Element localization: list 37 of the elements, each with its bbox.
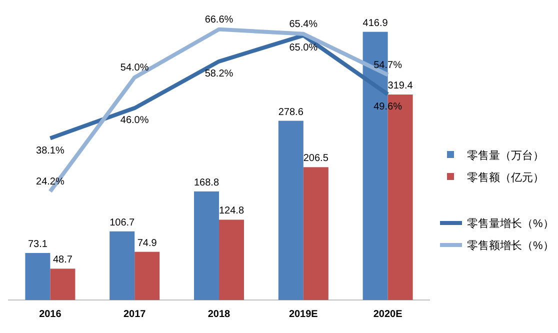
bar <box>25 252 50 300</box>
data-label: 65.4% <box>289 18 318 30</box>
legend-label: 零售额增长（%） <box>467 239 554 252</box>
data-label: 416.9 <box>362 18 388 29</box>
data-label: 206.5 <box>303 153 329 164</box>
data-label: 73.1 <box>28 238 48 250</box>
legend-label: 零售量增长（%） <box>467 217 554 230</box>
data-label: 319.4 <box>388 80 414 92</box>
bar <box>134 252 160 300</box>
bar <box>219 220 244 300</box>
data-label: 58.2% <box>204 68 234 80</box>
data-label: 38.1% <box>36 145 64 156</box>
data-label: 46.0% <box>120 115 149 126</box>
bar <box>50 268 76 300</box>
bar <box>303 167 328 300</box>
x-tick-label: 2019E <box>288 309 318 320</box>
data-label: 66.6% <box>204 14 234 26</box>
data-label: 65.0% <box>289 42 318 54</box>
data-label: 106.7 <box>110 217 136 228</box>
data-label: 278.6 <box>278 106 304 118</box>
bar <box>278 120 304 300</box>
x-tick-label: 2020E <box>373 309 403 320</box>
x-tick-label: 2016 <box>39 309 62 320</box>
legend-label: 零售额（亿元） <box>467 171 544 184</box>
bar <box>194 191 219 300</box>
data-label: 24.2% <box>36 176 64 188</box>
data-label: 49.6% <box>374 101 402 112</box>
data-label: 74.9 <box>137 238 158 249</box>
data-label: 54.7% <box>374 60 402 71</box>
data-label: 54.0% <box>120 62 149 74</box>
data-label: 168.8 <box>194 177 220 188</box>
legend-label: 零售量（万台） <box>467 149 544 162</box>
bar <box>110 231 135 300</box>
data-label: 48.7 <box>52 254 73 266</box>
data-label: 124.8 <box>218 206 244 217</box>
x-tick-label: 2018 <box>208 309 231 320</box>
x-tick-label: 2017 <box>123 309 146 320</box>
